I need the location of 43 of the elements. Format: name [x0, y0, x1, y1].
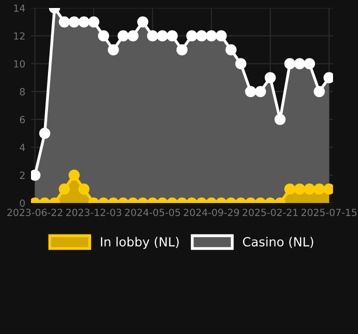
x-tick-label: 2025-07-15 — [302, 208, 356, 216]
point — [304, 58, 316, 70]
point — [314, 86, 325, 98]
point — [78, 16, 90, 28]
point — [68, 16, 80, 28]
point — [245, 86, 256, 98]
point — [156, 30, 168, 42]
legend-label: In lobby (NL) — [100, 236, 179, 249]
point — [284, 58, 296, 70]
legend-label: Casino (NL) — [242, 236, 314, 248]
x-tick-label: 2024-09-29 — [184, 208, 239, 216]
y-tick-label: 10 — [14, 60, 25, 68]
point — [235, 58, 246, 70]
point — [147, 30, 158, 42]
point — [254, 86, 266, 98]
point — [264, 72, 276, 84]
point — [137, 16, 148, 28]
point — [166, 30, 178, 42]
y-tick-label: 6 — [20, 116, 25, 124]
point — [118, 30, 129, 42]
point — [274, 114, 286, 125]
point — [88, 16, 100, 28]
x-tick-label: 2025-02-21 — [242, 208, 298, 216]
point — [98, 30, 110, 42]
point — [196, 30, 208, 42]
x-tick-label: 2023-12-03 — [66, 208, 122, 216]
x-tick-label: 2023-06-22 — [7, 208, 62, 216]
point — [206, 30, 217, 42]
point — [108, 44, 119, 56]
y-tick-label: 0 — [20, 199, 25, 207]
y-tick-label: 4 — [20, 144, 25, 151]
point — [225, 44, 237, 56]
point — [294, 58, 306, 70]
point — [58, 16, 70, 28]
y-tick-label: 2 — [20, 172, 24, 179]
x-tick-label: 2024-05-05 — [125, 208, 180, 216]
point — [176, 44, 188, 56]
y-tick-label: 8 — [20, 88, 25, 96]
point — [127, 30, 139, 42]
point — [216, 30, 227, 42]
y-tick-label: 14 — [14, 4, 25, 12]
point — [186, 30, 198, 42]
y-tick-label: 12 — [14, 32, 24, 40]
